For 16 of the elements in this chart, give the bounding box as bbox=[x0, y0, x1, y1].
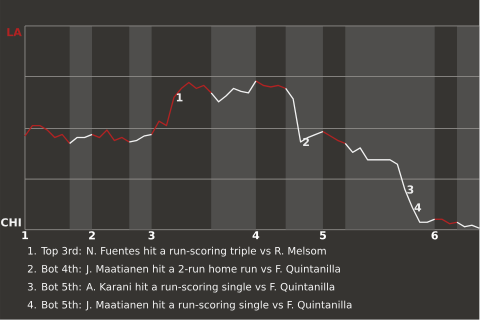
x-tick-label: 5 bbox=[320, 231, 326, 240]
text: 2. Bot 4th: J. Maatianen hit a 2-run home run vs F. Quintanilla bbox=[28, 264, 340, 275]
text: 4. Bot 5th: J. Maatianen hit a run-scoring single vs F. Quintanilla bbox=[28, 300, 352, 311]
annotation: 1 bbox=[176, 94, 182, 102]
x-tick-label: 6 bbox=[432, 231, 438, 240]
x-tick-label: 4 bbox=[252, 231, 260, 240]
annotation: 2 bbox=[303, 138, 309, 146]
annotation: 3 bbox=[407, 186, 414, 194]
x-tick-label: 3 bbox=[148, 231, 155, 240]
annotation: 4 bbox=[414, 204, 422, 212]
text: CHI bbox=[1, 218, 21, 227]
text: 3. Bot 5th: A. Karani hit a run-scoring single vs F. Quintanilla bbox=[28, 282, 334, 293]
x-tick-label: 1 bbox=[22, 231, 28, 240]
x-tick-label: 2 bbox=[89, 231, 95, 240]
text: 1. Top 3rd: N. Fuentes hit a run-scoring triple vs R. Melsom bbox=[28, 246, 326, 257]
text: LA bbox=[7, 28, 22, 36]
